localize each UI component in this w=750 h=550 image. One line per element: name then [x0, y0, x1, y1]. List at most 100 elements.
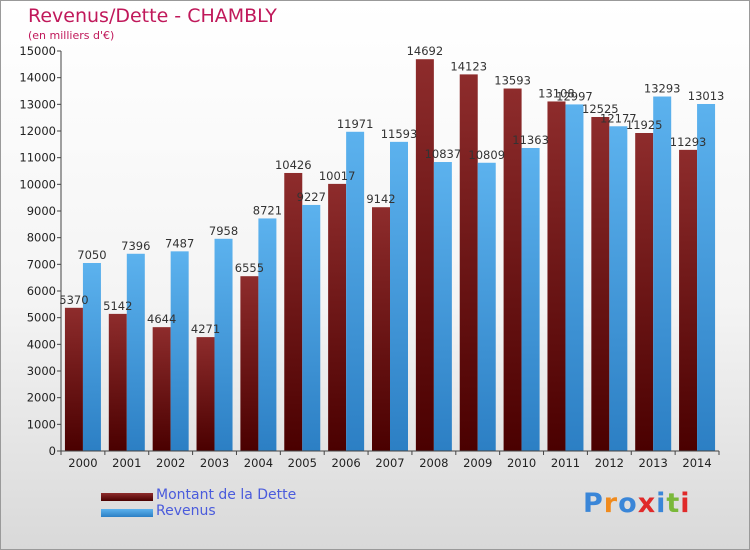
- data-label-revenus: 7958: [209, 224, 238, 238]
- x-tick-label: 2014: [682, 456, 711, 470]
- data-label-revenus: 8721: [253, 203, 282, 217]
- x-tick-label: 2002: [156, 456, 185, 470]
- y-tick-label: 10000: [19, 177, 56, 191]
- data-label-dette: 12525: [582, 102, 619, 116]
- legend-label-dette: Montant de la Dette: [156, 487, 297, 503]
- data-label-dette: 5370: [59, 293, 88, 307]
- data-label-dette: 10017: [319, 169, 356, 183]
- x-tick-label: 2001: [112, 456, 141, 470]
- x-tick-label: 2007: [375, 456, 404, 470]
- y-tick-label: 15000: [19, 44, 56, 58]
- y-tick-label: 11000: [19, 151, 56, 165]
- y-tick-label: 9000: [27, 204, 56, 218]
- data-label-dette: 11925: [626, 118, 663, 132]
- data-label-revenus: 11363: [512, 133, 549, 147]
- x-tick-label: 2009: [463, 456, 492, 470]
- logo-letter: i: [656, 488, 667, 519]
- bar-revenus: [82, 263, 101, 451]
- logo-letter: P: [583, 488, 604, 519]
- bar-revenus: [521, 147, 540, 451]
- bar-dette: [547, 101, 566, 451]
- bar-revenus: [258, 218, 277, 451]
- bar-dette: [284, 172, 303, 451]
- bar-revenus: [653, 96, 672, 452]
- data-label-revenus: 11971: [337, 117, 374, 131]
- data-label-revenus: 7050: [77, 248, 106, 262]
- bar-revenus: [302, 204, 321, 451]
- bar-dette: [415, 59, 434, 452]
- proxiti-logo: Proxiti: [583, 488, 691, 519]
- x-tick-label: 2010: [507, 456, 536, 470]
- data-label-dette: 14123: [450, 59, 487, 73]
- data-label-dette: 13108: [538, 86, 575, 100]
- data-label-revenus: 9227: [297, 190, 326, 204]
- data-label-dette: 4271: [191, 322, 220, 336]
- bar-dette: [459, 74, 478, 452]
- bar-dette: [635, 133, 654, 451]
- bar-dette: [679, 149, 698, 451]
- logo-letter: t: [666, 488, 681, 519]
- y-tick-label: 12000: [19, 124, 56, 138]
- x-tick-label: 2012: [595, 456, 624, 470]
- bar-dette: [372, 207, 390, 451]
- data-label-revenus: 7487: [165, 236, 194, 250]
- x-tick-label: 2000: [68, 456, 97, 470]
- data-label-revenus: 12177: [600, 111, 637, 125]
- y-tick-label: 14000: [19, 71, 56, 85]
- legend-label-revenus: Revenus: [156, 503, 216, 519]
- data-label-dette: 14692: [407, 44, 444, 58]
- bar-revenus: [609, 126, 628, 451]
- y-tick-label: 4000: [27, 337, 56, 351]
- x-tick-label: 2008: [419, 456, 448, 470]
- y-tick-label: 3000: [27, 364, 56, 378]
- y-tick-label: 6000: [27, 284, 56, 298]
- data-label-dette: 5142: [103, 299, 132, 313]
- data-label-revenus: 11593: [381, 127, 418, 141]
- data-label-revenus: 12997: [556, 89, 593, 103]
- y-tick-label: 5000: [27, 311, 56, 325]
- data-label-revenus: 13293: [644, 82, 681, 96]
- bar-dette: [152, 327, 171, 451]
- chart-subtitle: (en milliers d'€): [28, 29, 115, 42]
- logo-letter: o: [618, 488, 638, 519]
- bar-revenus: [477, 162, 496, 451]
- data-label-dette: 11293: [670, 135, 707, 149]
- legend-swatch-revenus: [101, 509, 153, 517]
- data-label-dette: 6555: [235, 261, 264, 275]
- data-label-revenus: 10837: [425, 147, 462, 161]
- logo-letter: i: [680, 488, 691, 519]
- bar-revenus: [346, 131, 365, 452]
- data-label-dette: 13593: [494, 74, 531, 88]
- bar-revenus: [214, 238, 233, 451]
- chart-title: Revenus/Dette - CHAMBLY: [28, 5, 277, 27]
- bar-dette: [64, 307, 83, 451]
- y-tick-label: 0: [49, 444, 56, 458]
- x-tick-label: 2011: [551, 456, 580, 470]
- bar-revenus: [390, 141, 408, 451]
- bar-dette: [240, 276, 259, 451]
- x-tick-label: 2004: [244, 456, 273, 470]
- bar-revenus: [126, 253, 145, 451]
- legend-swatch-dette: [101, 493, 153, 501]
- x-tick-label: 2005: [288, 456, 317, 470]
- x-tick-label: 2003: [200, 456, 229, 470]
- bar-revenus: [697, 103, 716, 451]
- x-tick-label: 2006: [331, 456, 360, 470]
- y-tick-label: 13000: [19, 97, 56, 111]
- bar-dette: [503, 88, 522, 452]
- bar-dette: [591, 117, 610, 451]
- data-label-revenus: 10809: [468, 148, 505, 162]
- data-label-dette: 10426: [275, 158, 312, 172]
- y-tick-label: 7000: [27, 257, 56, 271]
- y-tick-label: 8000: [27, 231, 56, 245]
- data-label-revenus: 7396: [121, 239, 150, 253]
- data-label-dette: 4644: [147, 312, 176, 326]
- bar-revenus: [565, 104, 584, 451]
- y-tick-label: 2000: [27, 391, 56, 405]
- data-label-revenus: 13013: [688, 89, 725, 103]
- bar-dette: [108, 313, 127, 451]
- bar-revenus: [170, 251, 189, 451]
- bar-dette: [328, 183, 347, 451]
